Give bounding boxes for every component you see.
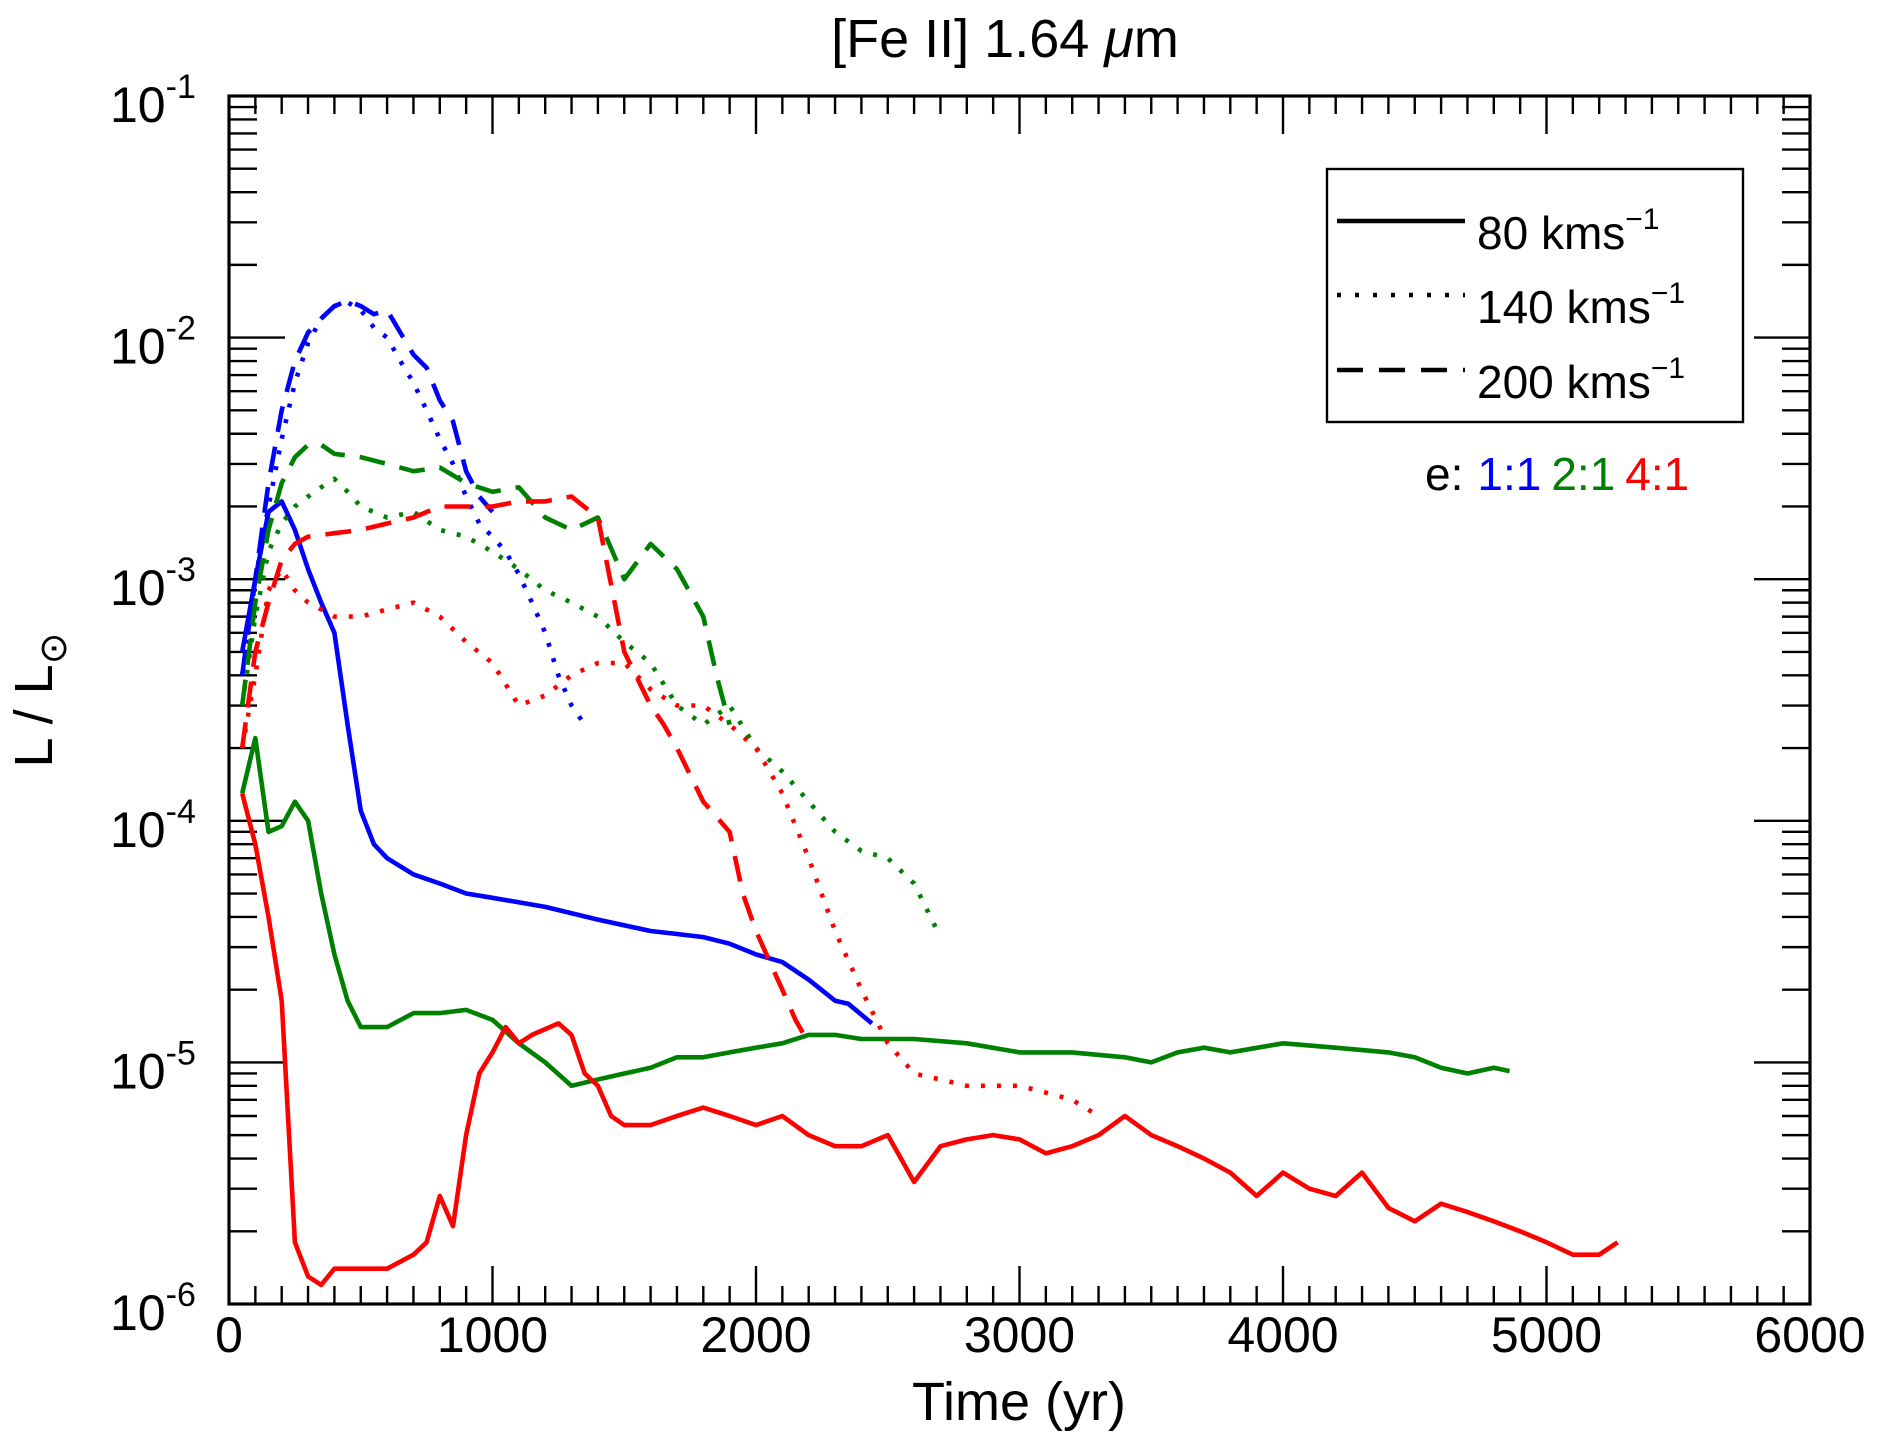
series-line-solid (239, 735, 1511, 1089)
y-tick-label: 10-1 (110, 68, 196, 133)
x-tick-label: 4000 (1227, 1307, 1338, 1363)
legend: 80 kms−1 140 kms−1 200 kms−1 (1325, 167, 1745, 424)
x-tick-label: 1000 (437, 1307, 548, 1363)
x-tick-label: 5000 (1491, 1307, 1602, 1363)
series-line-solid (239, 792, 1619, 1288)
series-line-solid (239, 499, 874, 1026)
legend-entry-140: 140 kms−1 (1477, 277, 1685, 333)
series-line-dashed (239, 298, 495, 676)
chart-title: [Fe II] 1.64 μm (831, 9, 1179, 69)
x-tick-label: 2000 (700, 1307, 811, 1363)
y-axis-label: L / L⊙ (4, 633, 75, 768)
y-tick-label: 10-3 (110, 551, 196, 616)
x-axis-label: Time (yr) (912, 1372, 1126, 1432)
y-tick-label: 10-6 (110, 1276, 196, 1341)
series-line-dotted (239, 476, 943, 939)
series-line-dotted (239, 566, 1100, 1118)
series-line-dashed (239, 442, 732, 726)
series-line-dotted (239, 300, 587, 727)
legend-box (1325, 167, 1745, 424)
legend-entry-80: 80 kms−1 (1477, 203, 1659, 259)
series-line-dashed (239, 494, 811, 1045)
x-tick-label: 6000 (1754, 1307, 1865, 1363)
y-axis-tick-labels: 10-6 10-5 10-4 10-3 10-2 10-1 (110, 68, 196, 1341)
plot-frame (227, 94, 1812, 1306)
y-tick-label: 10-4 (110, 793, 196, 858)
x-tick-label: 0 (215, 1307, 243, 1363)
data-series-group (239, 298, 1619, 1288)
y-tick-label: 10-2 (110, 310, 196, 375)
y-tick-label: 10-5 (110, 1034, 196, 1099)
ratio-annotation: e: 1:1 2:1 4:1 (1425, 448, 1689, 500)
legend-entry-200: 200 kms−1 (1477, 352, 1685, 408)
x-tick-label: 3000 (964, 1307, 1075, 1363)
x-axis-tick-labels: 0 1000 2000 3000 4000 5000 6000 (215, 1307, 1866, 1363)
